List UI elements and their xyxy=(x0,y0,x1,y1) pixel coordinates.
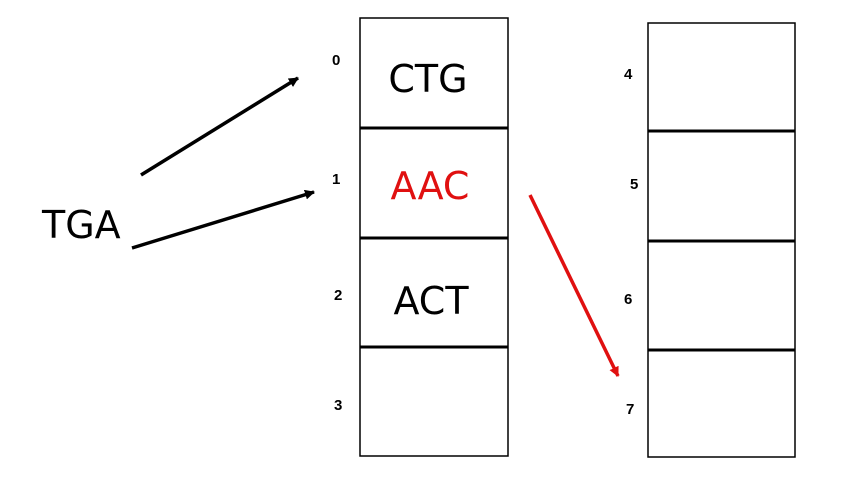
right-table: 4 5 6 7 xyxy=(624,22,796,458)
slot-value-2: ACT xyxy=(393,279,469,323)
arrow-key-to-slot-1 xyxy=(131,189,315,250)
slot-index-0: 0 xyxy=(332,52,340,69)
slot-index-4: 4 xyxy=(624,66,633,83)
slot-index-2: 2 xyxy=(334,287,342,304)
slot-index-3: 3 xyxy=(334,397,342,414)
slot-index-7: 7 xyxy=(626,401,634,418)
slot-value-1: AAC xyxy=(391,164,470,208)
slot-index-1: 1 xyxy=(332,171,340,188)
probe-arrow-slot-1-to-slot-7 xyxy=(528,194,620,377)
left-table: 0 1 2 3 CTG AAC ACT xyxy=(332,17,509,457)
slot-index-6: 6 xyxy=(624,291,632,308)
key-label: TGA xyxy=(41,203,121,247)
arrow-key-to-slot-0 xyxy=(140,76,299,177)
slot-index-5: 5 xyxy=(630,176,638,193)
slot-value-0: CTG xyxy=(388,57,467,101)
